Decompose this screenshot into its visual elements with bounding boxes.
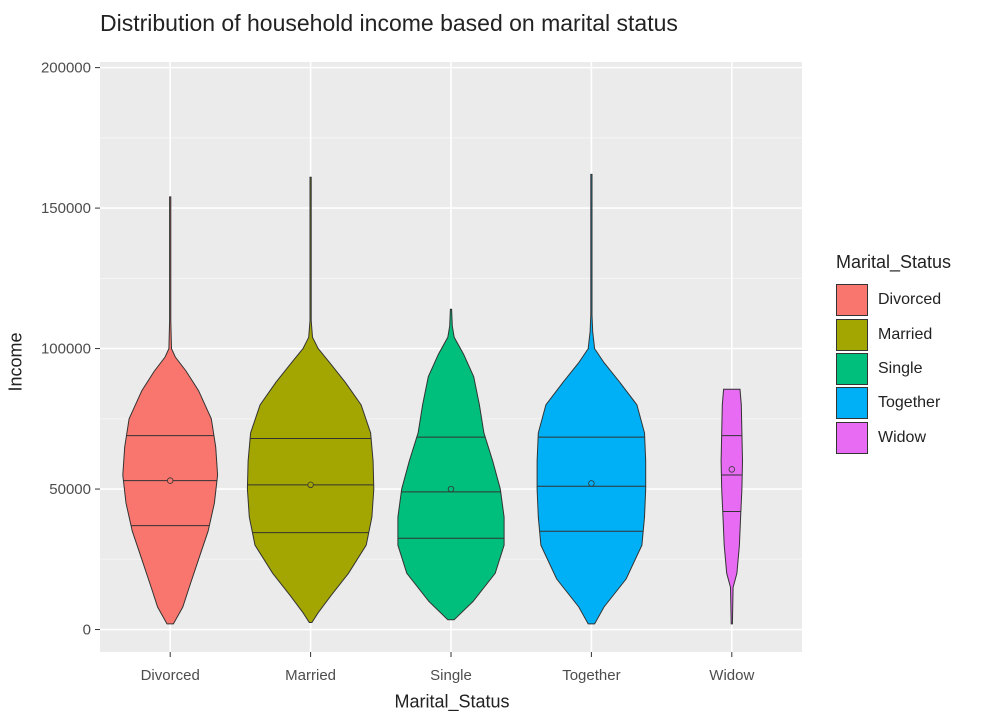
y-tick-label: 100000	[41, 341, 91, 358]
y-tick-label: 150000	[41, 200, 91, 217]
x-tick-label: Divorced	[141, 667, 200, 684]
violin-divorced	[122, 196, 219, 625]
violins	[122, 173, 744, 625]
y-tick-label: 200000	[41, 60, 91, 77]
legend-key-swatch	[836, 318, 868, 351]
legend-label: Together	[878, 394, 941, 412]
violin-married	[246, 176, 375, 623]
legend-key-swatch	[836, 387, 868, 420]
violin-mean-point	[166, 477, 174, 484]
y-axis-label: Income	[5, 332, 26, 392]
legend-items: Divorced Married Single Together Widow	[836, 283, 951, 455]
x-tick-label: Married	[285, 667, 336, 684]
violin-body	[246, 176, 375, 623]
violin-body	[122, 196, 219, 625]
legend-item: Together	[836, 386, 951, 420]
violin-body	[720, 388, 744, 625]
violin-together	[536, 173, 647, 625]
legend-key-swatch	[836, 421, 868, 454]
legend-label: Married	[878, 325, 933, 343]
violin-body	[397, 308, 505, 621]
x-tick-label: Together	[562, 667, 620, 684]
legend-item: Widow	[836, 421, 951, 455]
y-tick-label: 0	[83, 622, 91, 639]
legend-item: Married	[836, 317, 951, 351]
x-tick-label: Single	[430, 667, 472, 684]
chart-title: Distribution of household income based o…	[100, 10, 678, 36]
legend-label: Widow	[878, 428, 927, 446]
y-axis-ticks: 0 50000 100000 150000 200000	[41, 60, 100, 639]
legend-key-swatch	[836, 352, 868, 385]
x-axis-label: Marital_Status	[394, 691, 510, 712]
violin-mean-point	[307, 481, 314, 489]
legend-title: Marital_Status	[836, 252, 952, 272]
legend-label: Divorced	[878, 291, 942, 309]
legend-label: Single	[878, 359, 923, 377]
violin-widow	[720, 388, 744, 625]
violin-body	[536, 173, 647, 625]
x-axis-ticks: Divorced Married Single Together Widow	[141, 652, 754, 684]
violin-mean-point	[588, 480, 595, 487]
violin-single	[397, 308, 505, 621]
legend-key-swatch	[836, 284, 868, 317]
legend-item: Single	[836, 352, 951, 386]
y-tick-label: 50000	[49, 481, 91, 498]
legend-item: Divorced	[836, 283, 951, 317]
violin-mean-point	[728, 466, 735, 473]
legend: Marital_Status Divorced Married Single Toge…	[836, 252, 951, 455]
violin-mean-point	[447, 485, 455, 493]
x-tick-label: Widow	[709, 667, 754, 684]
